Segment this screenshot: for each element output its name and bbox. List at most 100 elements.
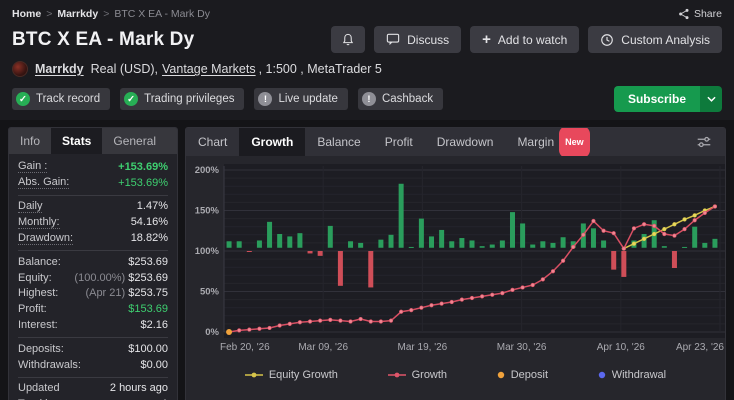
breadcrumb-separator: > [103, 8, 109, 20]
chart-tab-drawdown[interactable]: Drawdown [425, 128, 506, 156]
marker-deposit [226, 329, 232, 335]
bar-gain [409, 247, 414, 248]
notifications-button[interactable] [331, 26, 365, 53]
stat-label: Highest: [18, 287, 58, 299]
stat-row-withdrawals: Withdrawals:$0.00 [18, 357, 168, 373]
series-point-growth [349, 320, 353, 324]
stat-value: 54.16% [131, 216, 168, 228]
stat-value: $100.00 [128, 343, 168, 355]
legend-item-deposit[interactable]: Deposit [497, 369, 548, 381]
bar-gain [389, 235, 394, 248]
series-point-growth [389, 319, 393, 323]
bar-loss [368, 251, 373, 287]
stats-group-divider [18, 377, 168, 378]
badge-trading-privileges[interactable]: ✓Trading privileges [120, 88, 244, 110]
series-point-equity-growth [693, 214, 697, 218]
sidebar-tab-general[interactable]: General [102, 128, 167, 154]
x-axis-label: Mar 09, '26 [298, 342, 348, 353]
chart-body: Feb 20, '26Mar 09, '26Mar 19, '26Mar 30,… [186, 156, 725, 400]
chart-settings-icon[interactable] [695, 134, 713, 150]
chart-tab-balance[interactable]: Balance [305, 128, 372, 156]
legend-item-withdrawal[interactable]: Withdrawal [598, 369, 666, 381]
page-title: BTC X EA - Mark Dy [12, 29, 194, 51]
bar-gain [480, 246, 485, 248]
bar-gain [237, 241, 242, 247]
bar-gain [530, 245, 535, 248]
stat-value: +153.69% [118, 161, 168, 173]
account-avatar[interactable] [12, 61, 28, 77]
stat-value: $153.69 [128, 303, 168, 315]
sidebar-tab-stats[interactable]: Stats [51, 128, 102, 154]
subscribe-button[interactable]: Subscribe [614, 86, 722, 112]
custom-analysis-label: Custom Analysis [621, 33, 710, 47]
stat-label: Monthly: [18, 216, 60, 229]
page: Home > Marrkdy > BTC X EA - Mark Dy Shar… [0, 0, 734, 400]
exclamation-circle-icon: ! [258, 92, 272, 106]
series-point-equity-growth [663, 227, 667, 231]
bar-gain [439, 230, 444, 248]
badge-live-update[interactable]: !Live update [254, 88, 347, 110]
badge-cashback[interactable]: !Cashback [358, 88, 443, 110]
bar-gain [561, 237, 566, 248]
breadcrumb-home[interactable]: Home [12, 8, 41, 20]
bar-loss [621, 251, 626, 277]
breadcrumb-current: BTC X EA - Mark Dy [114, 8, 210, 20]
legend-item-equity-growth[interactable]: Equity Growth [245, 369, 338, 381]
bar-gain [257, 240, 262, 247]
chart-tab-chart[interactable]: Chart [186, 128, 239, 156]
stat-value: $0.00 [140, 359, 168, 371]
x-axis-label: Apr 10, '26 [597, 342, 645, 353]
discuss-button[interactable]: Discuss [374, 26, 461, 53]
chart-tab-growth[interactable]: Growth [239, 128, 305, 156]
series-point-growth [318, 319, 322, 323]
bar-gain [399, 184, 404, 248]
clock-icon [600, 33, 614, 47]
chart-tab-profit[interactable]: Profit [373, 128, 425, 156]
account-name-link[interactable]: Marrkdy [35, 62, 84, 76]
share-label: Share [694, 8, 722, 20]
share-button[interactable]: Share [678, 8, 722, 20]
subscribe-caret[interactable] [700, 86, 722, 112]
series-point-equity-growth [642, 237, 646, 241]
legend-marker [245, 371, 263, 379]
bar-gain [459, 238, 464, 248]
x-axis-label: Mar 30, '26 [497, 342, 547, 353]
legend-label: Equity Growth [269, 369, 338, 381]
stat-value: 18.82% [131, 232, 168, 244]
series-point-growth [369, 320, 373, 324]
bar-gain [449, 241, 454, 247]
chevron-down-icon [707, 96, 716, 102]
series-point-growth [339, 319, 343, 323]
series-point-growth [561, 259, 565, 263]
custom-analysis-button[interactable]: Custom Analysis [588, 26, 722, 53]
broker-link[interactable]: Vantage Markets [162, 62, 256, 76]
check-circle-icon: ✓ [124, 92, 138, 106]
bar-gain [601, 240, 606, 247]
series-point-growth [298, 320, 302, 324]
series-point-growth [308, 320, 312, 324]
chart-tab-margin[interactable]: MarginNew [505, 128, 601, 156]
badge-track-record[interactable]: ✓Track record [12, 88, 110, 110]
growth-chart[interactable]: Feb 20, '26Mar 09, '26Mar 19, '26Mar 30,… [190, 162, 726, 362]
legend-item-growth[interactable]: Growth [388, 369, 447, 381]
series-point-growth [673, 234, 677, 238]
bar-gain [550, 243, 555, 248]
series-point-growth [268, 326, 272, 330]
plus-icon: + [482, 32, 491, 47]
stat-row-deposits: Deposits:$100.00 [18, 341, 168, 357]
stat-value: 1.47% [137, 200, 168, 212]
series-point-growth [582, 233, 586, 237]
stat-row-monthly: Monthly: 54.16% [18, 214, 168, 230]
stat-row-updated: Updated2 hours ago [18, 381, 168, 397]
breadcrumb-separator: > [46, 8, 52, 20]
chart-tab-label: Margin [517, 128, 554, 156]
stat-label: Updated [18, 382, 60, 394]
account-row: Marrkdy Real (USD), Vantage Markets , 1:… [12, 61, 722, 77]
stat-row-absgain: Abs. Gain:+153.69% [18, 175, 168, 191]
series-point-equity-growth [632, 242, 636, 246]
bar-gain [520, 223, 525, 247]
breadcrumb-user[interactable]: Marrkdy [57, 8, 98, 20]
sidebar-tab-info[interactable]: Info [9, 128, 51, 154]
bar-gain [540, 241, 545, 247]
add-to-watch-button[interactable]: + Add to watch [470, 26, 579, 53]
